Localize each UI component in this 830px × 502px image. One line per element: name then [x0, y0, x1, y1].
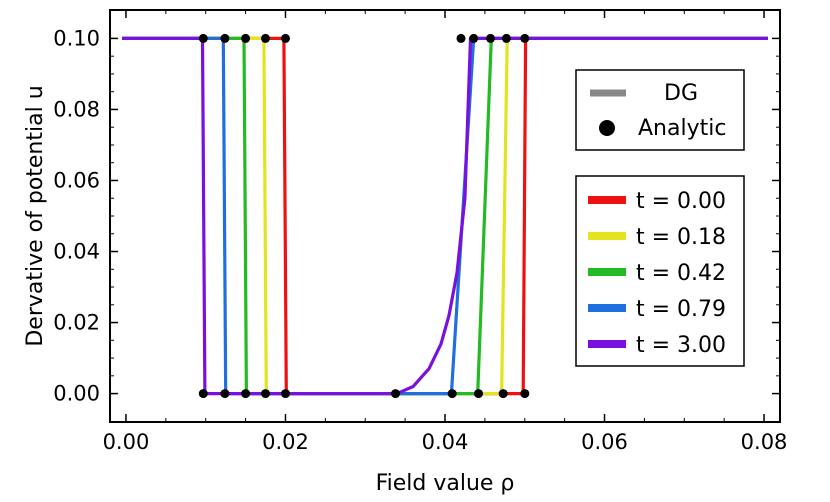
legend-time-label-0: t = 0.00 — [636, 189, 726, 214]
analytic-point — [198, 33, 208, 43]
analytic-point — [241, 33, 251, 43]
legend-time-label-1: t = 0.18 — [636, 225, 726, 250]
x-axis: 0.00 0.02 0.04 0.06 0.08 — [103, 10, 788, 454]
legend-time-label-2: t = 0.42 — [636, 261, 726, 286]
analytic-point — [498, 389, 508, 399]
x-tick-label: 0.04 — [422, 430, 469, 454]
series-line-4 — [122, 36, 768, 396]
legend-dg-label: DG — [664, 81, 698, 106]
y-tick-label: 0.00 — [53, 382, 100, 406]
y-axis-title: Dervative of potential u — [23, 85, 48, 346]
x-axis-title: Field value ρ — [376, 471, 515, 496]
x-tick-label: 0.02 — [262, 430, 309, 454]
analytic-point — [261, 33, 270, 43]
legend-analytic-marker — [599, 120, 615, 136]
legend-time-label-4: t = 3.00 — [636, 333, 726, 358]
analytic-point — [486, 33, 495, 43]
analytic-point — [520, 389, 530, 399]
legend-analytic-label: Analytic — [638, 116, 726, 141]
analytic-point — [391, 389, 400, 399]
analytic-point — [198, 389, 208, 399]
analytic-point — [447, 389, 457, 399]
analytic-point — [220, 389, 230, 399]
analytic-point — [281, 389, 290, 399]
analytic-point — [241, 389, 251, 399]
legend-time-label-3: t = 0.79 — [636, 297, 726, 322]
legend-time: t = 0.00 t = 0.18 t = 0.42 t = 0.79 t = 3.00 — [575, 175, 745, 367]
y-tick-label: 0.02 — [53, 311, 100, 335]
y-axis: 0.00 0.02 0.04 0.06 0.08 0.10 — [53, 26, 780, 406]
y-tick-label: 0.08 — [53, 97, 100, 121]
analytic-points-layer — [198, 33, 530, 399]
analytic-point — [520, 33, 530, 43]
analytic-point — [281, 33, 290, 43]
legend-style-box — [575, 69, 745, 151]
analytic-point — [474, 389, 483, 399]
x-tick-label: 0.08 — [741, 430, 788, 454]
analytic-point — [501, 33, 511, 43]
analytic-point — [456, 33, 466, 43]
analytic-point — [261, 389, 270, 399]
y-tick-label: 0.04 — [53, 240, 100, 264]
y-tick-label: 0.06 — [53, 168, 100, 192]
analytic-point — [469, 33, 479, 43]
y-tick-label: 0.10 — [53, 26, 100, 50]
x-tick-label: 0.06 — [581, 430, 628, 454]
x-tick-label: 0.00 — [103, 430, 150, 454]
analytic-point — [220, 33, 230, 43]
legend-style: DG Analytic — [575, 69, 745, 151]
